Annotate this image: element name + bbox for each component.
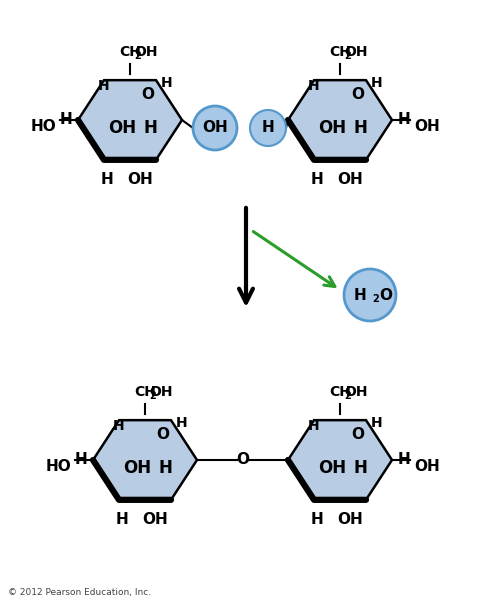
Text: H: H — [176, 416, 187, 430]
Text: 2: 2 — [344, 391, 351, 401]
Text: OH: OH — [108, 119, 136, 137]
Text: OH: OH — [318, 459, 346, 477]
Circle shape — [344, 269, 396, 321]
Text: O: O — [352, 87, 365, 102]
Text: OH: OH — [202, 121, 228, 136]
Text: CH: CH — [134, 385, 156, 399]
Text: 2: 2 — [150, 391, 156, 401]
Text: H: H — [160, 76, 172, 90]
Text: 2: 2 — [135, 51, 141, 61]
Text: OH: OH — [134, 45, 158, 59]
Text: OH: OH — [338, 173, 363, 187]
Text: OH: OH — [344, 45, 368, 59]
Text: 2: 2 — [344, 51, 351, 61]
Text: © 2012 Pearson Education, Inc.: © 2012 Pearson Education, Inc. — [8, 587, 151, 596]
Text: OH: OH — [414, 460, 440, 475]
Text: HO: HO — [30, 119, 56, 134]
Text: H: H — [75, 452, 88, 467]
Text: O: O — [156, 427, 170, 442]
Text: H: H — [370, 416, 382, 430]
Polygon shape — [78, 80, 182, 160]
Circle shape — [193, 106, 237, 150]
Polygon shape — [93, 420, 197, 500]
Text: H: H — [353, 287, 366, 302]
Circle shape — [250, 110, 286, 146]
Text: CH: CH — [329, 385, 351, 399]
Text: OH: OH — [344, 385, 368, 399]
Text: H: H — [113, 419, 125, 433]
Text: O: O — [236, 452, 249, 467]
Text: H: H — [310, 173, 323, 187]
Text: OH: OH — [149, 385, 173, 399]
Text: H: H — [262, 121, 275, 136]
Text: HO: HO — [45, 460, 71, 475]
Text: H: H — [308, 79, 320, 92]
Text: OH: OH — [127, 173, 154, 187]
Text: H: H — [100, 173, 113, 187]
Text: H: H — [158, 459, 172, 477]
Text: H: H — [310, 512, 323, 527]
Text: H: H — [370, 76, 382, 90]
Text: H: H — [115, 512, 128, 527]
Text: H: H — [308, 419, 320, 433]
Text: CH: CH — [119, 45, 141, 59]
Text: O: O — [142, 87, 154, 102]
Polygon shape — [288, 420, 392, 500]
Text: O: O — [379, 287, 392, 302]
Text: H: H — [353, 119, 367, 137]
Polygon shape — [288, 80, 392, 160]
Text: OH: OH — [338, 512, 363, 527]
Text: CH: CH — [329, 45, 351, 59]
Text: H: H — [398, 113, 410, 127]
Text: OH: OH — [123, 459, 151, 477]
Text: OH: OH — [318, 119, 346, 137]
Text: H: H — [98, 79, 110, 92]
Text: H: H — [398, 452, 410, 467]
Text: OH: OH — [414, 119, 440, 134]
Text: H: H — [353, 459, 367, 477]
Text: OH: OH — [143, 512, 168, 527]
Text: H: H — [143, 119, 157, 137]
Text: H: H — [60, 113, 72, 127]
Text: 2: 2 — [372, 294, 379, 304]
Text: O: O — [352, 427, 365, 442]
